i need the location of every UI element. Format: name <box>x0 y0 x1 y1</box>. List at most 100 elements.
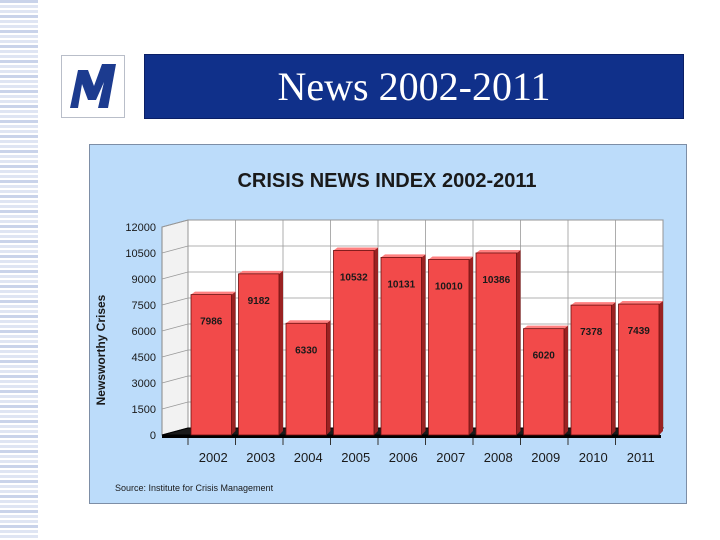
data-label: 7439 <box>628 326 651 337</box>
bar-side <box>516 249 521 435</box>
stripe <box>0 335 38 338</box>
stripe <box>0 285 38 288</box>
stripe <box>0 435 38 438</box>
stripe <box>0 310 38 313</box>
decorative-stripes <box>0 0 38 538</box>
stripe <box>0 290 38 293</box>
bar <box>285 322 327 436</box>
bar <box>238 273 280 436</box>
bar-side <box>374 247 378 435</box>
bar-top <box>333 247 378 251</box>
bar-top <box>381 254 426 258</box>
stripe <box>0 445 38 448</box>
stripe <box>0 200 38 203</box>
stripe <box>0 355 38 358</box>
stripe <box>0 205 38 208</box>
stripe <box>0 80 38 83</box>
bar-side <box>231 291 236 435</box>
stripe <box>0 320 38 323</box>
stripe <box>0 465 38 468</box>
stripe <box>0 495 38 498</box>
bar-top <box>238 270 283 274</box>
stripe <box>0 240 38 243</box>
stripe <box>0 520 38 523</box>
data-label: 7986 <box>200 317 223 328</box>
x-tick-label: 2005 <box>341 450 370 465</box>
x-tick-label: 2008 <box>484 450 513 465</box>
bar-top <box>428 256 473 260</box>
stripe <box>0 125 38 128</box>
stripe <box>0 235 38 238</box>
stripe <box>0 85 38 88</box>
stripe <box>0 160 38 163</box>
y-tick-label: 1500 <box>132 404 156 416</box>
y-tick-label: 3000 <box>132 378 156 390</box>
stripe <box>0 255 38 258</box>
stripe <box>0 420 38 423</box>
stripe <box>0 60 38 63</box>
plot-area: 0 1500 3000 4500 6000 7500 9000 10500 12000 7986 2… <box>125 219 664 465</box>
stripe <box>0 280 38 283</box>
y-tick-label: 4500 <box>132 352 156 364</box>
stripe <box>0 40 38 43</box>
stripe <box>0 395 38 398</box>
data-label: 7378 <box>580 327 603 338</box>
stripe <box>0 475 38 478</box>
bar-chart: CRISIS NEWS INDEX 2002-2011 Newsworthy C… <box>90 145 686 503</box>
stripe <box>0 185 38 188</box>
stripe <box>0 50 38 53</box>
stripe <box>0 305 38 308</box>
stripe <box>0 515 38 518</box>
y-tick-label: 10500 <box>125 248 156 260</box>
stripe <box>0 345 38 348</box>
stripe <box>0 410 38 413</box>
stripe <box>0 405 38 408</box>
y-tick-label: 12000 <box>125 222 156 234</box>
stripe <box>0 265 38 268</box>
stripe <box>0 25 38 28</box>
logo-mark-icon <box>66 60 120 113</box>
stripe <box>0 90 38 93</box>
stripe <box>0 330 38 333</box>
data-label: 10386 <box>482 275 510 286</box>
stripe <box>0 30 38 33</box>
x-tick-label: 2010 <box>579 450 608 465</box>
bar-top <box>523 325 568 329</box>
stripe <box>0 365 38 368</box>
stripe <box>0 215 38 218</box>
stripe <box>0 340 38 343</box>
stripe <box>0 180 38 183</box>
bar <box>190 294 232 436</box>
stripe <box>0 250 38 253</box>
stripe <box>0 245 38 248</box>
stripe <box>0 400 38 403</box>
chart-frame: CRISIS NEWS INDEX 2002-2011 Newsworthy C… <box>89 144 687 504</box>
bar-side <box>611 302 616 435</box>
stripe <box>0 370 38 373</box>
y-tick-label: 9000 <box>132 274 156 286</box>
stripe <box>0 195 38 198</box>
stripe <box>0 65 38 68</box>
stripe <box>0 470 38 473</box>
bar <box>428 259 470 436</box>
bar-top <box>476 249 521 253</box>
x-tick-label: 2011 <box>627 450 655 465</box>
stripe <box>0 385 38 388</box>
y-tick-label: 0 <box>150 430 156 442</box>
stripe <box>0 0 38 3</box>
bar <box>475 252 517 436</box>
stripe <box>0 425 38 428</box>
stripe <box>0 485 38 488</box>
y-tick-label: 6000 <box>132 326 156 338</box>
bar <box>333 250 375 436</box>
bar-side <box>564 325 568 435</box>
bar-top <box>618 301 663 305</box>
x-tick-label: 2004 <box>294 450 323 465</box>
data-label: 10010 <box>435 281 463 292</box>
stripe <box>0 155 38 158</box>
data-label: 6020 <box>533 351 556 362</box>
stripe <box>0 360 38 363</box>
stripe <box>0 120 38 123</box>
stripe <box>0 10 38 13</box>
x-tick-label: 2006 <box>389 450 418 465</box>
